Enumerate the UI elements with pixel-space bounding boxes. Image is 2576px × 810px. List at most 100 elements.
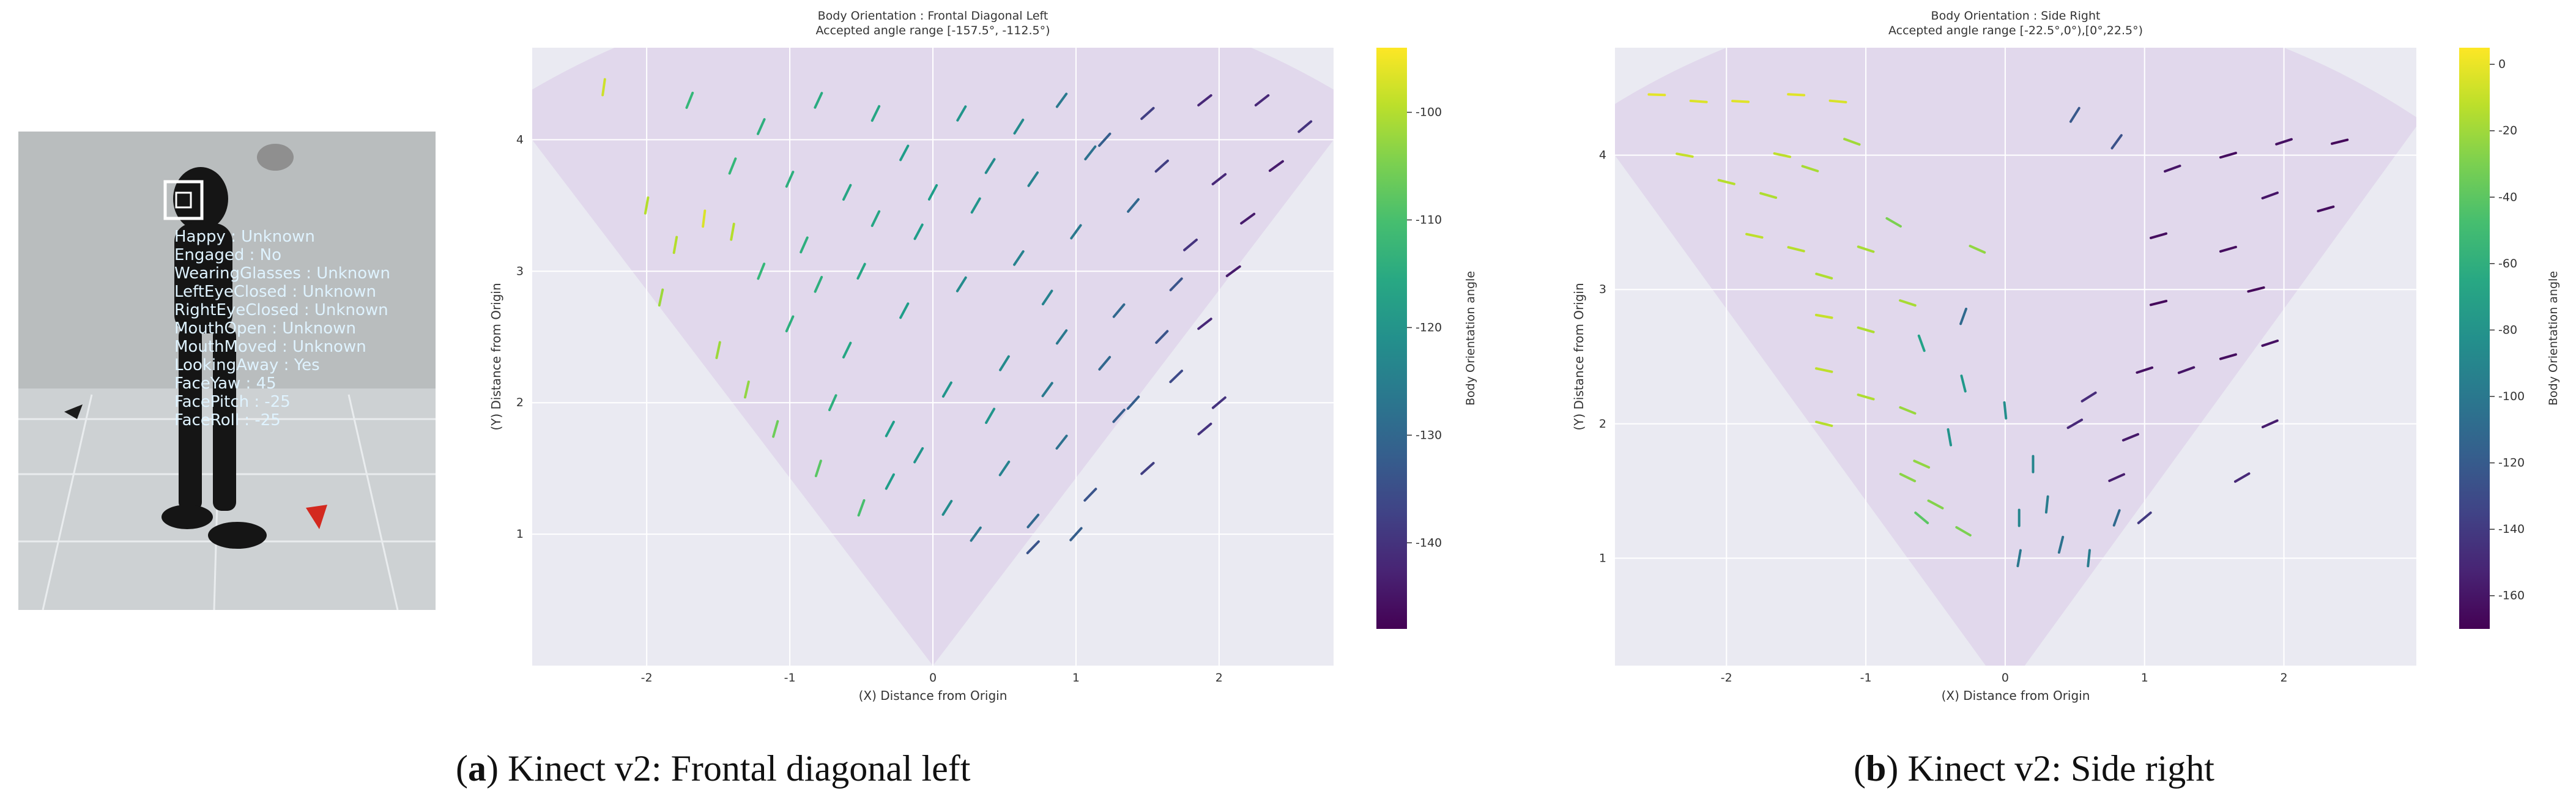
chart-title: Body Orientation : Side Right [1931,9,2101,23]
orientation-arrow [1787,93,1806,97]
face-label: FaceRoll : -25 [174,411,281,429]
orientation-arrow [842,184,852,201]
orientation-arrow [927,184,938,201]
colorbar-label: Body Orientation angle [1464,271,1477,406]
orientation-arrow [1197,94,1212,106]
chart-subtitle: Accepted angle range [-157.5°, -112.5°) [816,24,1050,37]
face-label: LookingAway : Yes [174,356,320,374]
orientation-arrow [2149,300,2168,307]
colorbar [1376,48,1407,629]
orientation-arrow [1759,191,1778,199]
orientation-arrow [998,460,1011,477]
orientation-arrow [842,341,852,359]
x-tick-label: 1 [1072,671,1080,685]
orientation-arrow [644,196,650,215]
y-tick-label: 1 [516,527,524,541]
orientation-arrow [1927,499,1944,510]
orientation-arrow [1098,355,1112,371]
orientation-arrow [885,420,895,437]
x-tick-label: 1 [2141,671,2148,685]
colorbar-tick-label: -130 [1416,428,1442,442]
orientation-arrow [870,210,881,228]
chart-title: Body Orientation : Frontal Diagonal Left [818,9,1049,23]
caption-a: (a) Kinect v2: Frontal diagonal left [456,748,970,790]
colorbar-tick-label: -120 [1416,321,1442,334]
orientation-arrow [2164,165,2181,173]
x-tick-label: -1 [1860,671,1872,685]
orientation-arrow [1083,488,1097,502]
orientation-arrow [702,209,707,228]
orientation-arrow [672,236,678,255]
orientation-arrow [1969,245,1986,254]
face-box-icon [163,180,204,220]
orientation-arrow [1815,272,1833,280]
floor-object-red [306,505,327,529]
orientation-arrow [1857,245,1875,253]
orientation-arrow [1197,422,1212,436]
orientation-arrow [870,105,881,122]
toy-object [257,144,294,171]
y-tick-label: 2 [516,396,524,409]
orientation-arrow [2275,138,2293,146]
child-figure [161,167,267,549]
orientation-arrow [1960,374,1967,393]
orientation-arrow [1126,395,1140,410]
orientation-arrow [2219,353,2237,360]
caption-a-text: ) Kinect v2: Frontal diagonal left [486,748,971,789]
y-tick-label: 1 [1599,551,1606,565]
orientation-arrow [814,459,822,478]
orientation-arrow [1055,434,1068,450]
colorbar [2459,48,2490,629]
orientation-arrow [2136,366,2154,374]
orientation-arrow [1211,396,1227,409]
orientation-arrow [828,394,837,412]
orientation-arrow [1899,406,1917,415]
orientation-arrow [1225,265,1241,277]
orientation-arrow [1254,94,1270,106]
orientation-arrow [1801,165,1819,173]
orientation-arrow [1098,132,1112,147]
orientation-arrow [1041,382,1053,398]
colorbar-tick-label: -80 [2498,323,2517,336]
orientation-arrow [1055,329,1068,345]
face-label: Engaged : No [174,246,281,264]
orientation-arrow [1140,461,1155,475]
orientation-arrow [1211,173,1227,185]
y-axis-label: (Y) Distance from Origin [489,283,503,430]
orientation-arrow [2112,509,2121,527]
orientation-arrow [2331,138,2349,145]
orientation-arrow [899,144,910,162]
colorbar-tick-label: -20 [2498,124,2517,138]
orientation-arrow [1070,224,1082,240]
orientation-arrow [1169,277,1183,292]
face-box-inner-icon [175,191,192,209]
orientation-arrow [2247,286,2265,293]
face-label: RightEyeClosed : Unknown [174,301,388,319]
x-tick-label: -1 [784,671,796,685]
orientation-arrow [1169,370,1184,384]
orientation-arrow [985,407,996,424]
colorbar-label: Body Orientation angle [2547,271,2560,406]
colorbar-tick-label: 0 [2498,58,2506,71]
orientation-arrow [715,341,721,359]
orientation-arrow [1268,160,1284,173]
orientation-arrow [2066,418,2084,429]
y-tick-label: 2 [1599,417,1606,431]
orientation-arrow [2087,549,2091,568]
orientation-arrow [1026,513,1040,529]
orientation-arrow [1676,152,1694,158]
y-tick-label: 3 [1599,283,1606,296]
y-tick-label: 3 [516,264,524,278]
orientation-arrow [970,526,982,542]
orientation-arrow [1027,171,1039,187]
orientation-arrow [814,92,823,109]
orientation-arrow [1055,92,1068,108]
orientation-arrow [956,276,967,292]
x-axis-label: (X) Distance from Origin [1942,688,2090,703]
orientation-arrow [1197,318,1212,330]
orientation-arrow [2137,511,2152,524]
orientation-arrow [856,262,866,280]
y-tick-label: 4 [1599,149,1606,162]
orientation-arrow [2261,191,2279,199]
orientation-arrow [1843,138,1861,146]
